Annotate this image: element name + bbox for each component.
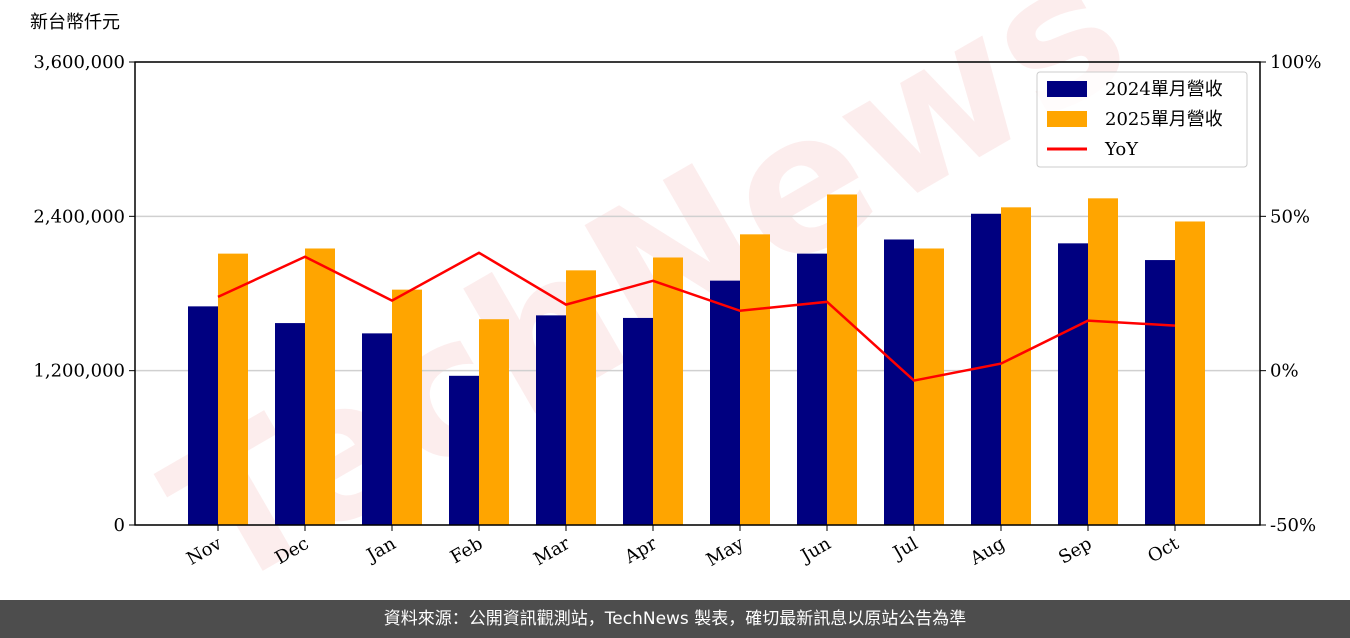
bar (797, 253, 827, 525)
bar (218, 253, 248, 525)
footer: 資料來源：公開資訊觀測站，TechNews 製表，確切最新訊息以原站公告為準 (0, 600, 1350, 638)
bar (653, 257, 683, 525)
bar (479, 319, 509, 525)
legend-swatch (1047, 111, 1087, 127)
y-tick-label: 2,400,000 (33, 206, 125, 227)
x-tick-label: Feb (447, 533, 487, 568)
chart: 新台幣仟元 TechNews 01,200,0002,400,0003,600,… (30, 0, 1321, 633)
bar (1175, 221, 1205, 525)
legend-label: 2025單月營收 (1105, 109, 1223, 130)
bar (188, 306, 218, 525)
bar (275, 323, 305, 525)
bar (392, 289, 422, 525)
y2-tick-label: -50% (1270, 515, 1316, 536)
legend-box (1036, 71, 1248, 168)
x-tick-label: Aug (966, 533, 1009, 570)
bar (1088, 198, 1118, 526)
x-tick-label: Mar (530, 533, 574, 570)
line (217, 251, 1176, 382)
bar (362, 333, 392, 525)
y2-tick-label: 0% (1270, 361, 1299, 382)
bar (305, 248, 335, 525)
y-tick-label: 3,600,000 (33, 52, 125, 73)
y-tick-label: 1,200,000 (33, 361, 125, 382)
bar (884, 239, 914, 525)
y2-tick-label: 50% (1270, 206, 1310, 227)
bar (1001, 207, 1031, 525)
bar (566, 270, 596, 525)
bar (449, 375, 479, 525)
x-tick-label: Jun (796, 533, 835, 568)
bar (827, 194, 857, 525)
y-tick-label: 0 (114, 515, 125, 536)
legend-label: YoY (1104, 139, 1139, 160)
unit-label: 新台幣仟元 (30, 12, 120, 33)
bar (710, 280, 740, 525)
x-tick-label: May (703, 533, 748, 571)
x-tick-label: Jul (888, 533, 922, 565)
bar (914, 248, 944, 525)
x-tick-label: Oct (1144, 533, 1183, 568)
y2-tick-label: 100% (1270, 52, 1321, 73)
plot-frame (134, 61, 1261, 526)
bar (623, 317, 653, 525)
legend-label: 2024單月營收 (1105, 79, 1223, 100)
x-tick-label: Apr (620, 533, 660, 568)
bar (536, 315, 566, 525)
bar (1058, 243, 1088, 525)
bar (740, 234, 770, 526)
bar (1145, 260, 1175, 525)
x-tick-label: Sep (1055, 533, 1095, 568)
legend-swatch (1047, 81, 1087, 97)
